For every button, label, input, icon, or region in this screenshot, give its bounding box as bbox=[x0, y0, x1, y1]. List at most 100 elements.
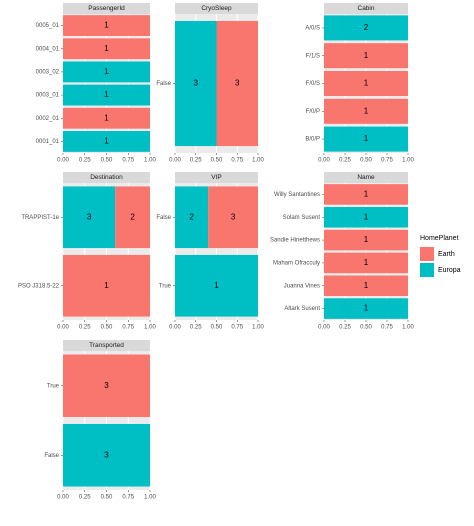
strip bbox=[324, 3, 408, 14]
bar-segment bbox=[63, 354, 150, 418]
legend-label: Earth bbox=[438, 251, 455, 258]
bar-segment bbox=[324, 126, 408, 152]
x-tick-label: 1.00 bbox=[144, 325, 156, 331]
data-label: 1 bbox=[364, 106, 369, 115]
bar-segment bbox=[324, 229, 408, 251]
bar-segment bbox=[324, 275, 408, 297]
bar-segment bbox=[115, 186, 150, 249]
data-label: 3 bbox=[87, 212, 92, 221]
panel-title: PassengerId bbox=[88, 5, 125, 12]
y-tick-label: 0001_01 bbox=[36, 139, 60, 145]
data-label: 1 bbox=[364, 51, 369, 60]
bar-segment bbox=[324, 70, 408, 97]
y-tick-label: F/1/S bbox=[306, 53, 320, 59]
x-tick-label: 0.25 bbox=[190, 325, 202, 331]
data-label: 1 bbox=[364, 212, 369, 221]
y-tick-label: PSO J318.5-22 bbox=[18, 283, 60, 289]
x-tick-label: 0.25 bbox=[190, 158, 202, 164]
y-tick-label: F/0/P bbox=[306, 109, 320, 115]
strip bbox=[324, 172, 408, 183]
x-tick-label: 1.00 bbox=[402, 325, 414, 331]
x-tick-label: 0.75 bbox=[122, 158, 134, 164]
y-tick-label: Maham Ofracculy bbox=[273, 260, 320, 266]
data-label: 3 bbox=[194, 79, 199, 88]
x-tick-label: 0.75 bbox=[231, 158, 243, 164]
x-tick-label: 0.25 bbox=[79, 158, 91, 164]
data-label: 1 bbox=[104, 137, 109, 146]
y-tick-label: True bbox=[47, 383, 60, 389]
y-tick-label: F/0/S bbox=[306, 81, 320, 87]
bar-segment bbox=[208, 186, 258, 249]
x-tick-label: 0.00 bbox=[318, 158, 330, 164]
data-label: 1 bbox=[364, 134, 369, 143]
legend-key bbox=[420, 263, 434, 277]
bar-segment bbox=[324, 98, 408, 124]
x-tick-label: 0.50 bbox=[360, 325, 372, 331]
data-label: 1 bbox=[104, 67, 109, 76]
panel-title: VIP bbox=[211, 174, 221, 181]
strip bbox=[63, 340, 150, 351]
data-label: 1 bbox=[104, 90, 109, 99]
y-tick-label: 0002_01 bbox=[36, 116, 60, 122]
y-tick-label: Altark Susent bbox=[284, 306, 320, 312]
y-tick-label: TRAPPIST-1e bbox=[21, 215, 59, 221]
x-tick-label: 1.00 bbox=[144, 158, 156, 164]
bar-segment bbox=[324, 252, 408, 274]
y-tick-label: 0003_01 bbox=[36, 93, 60, 99]
y-tick-label: Willy Santantines bbox=[274, 192, 320, 198]
x-tick-label: 0.75 bbox=[231, 325, 243, 331]
x-tick-label: 0.75 bbox=[122, 325, 134, 331]
bar-segment bbox=[63, 186, 116, 249]
x-tick-label: 0.00 bbox=[57, 495, 69, 501]
x-tick-label: 0.75 bbox=[381, 325, 393, 331]
legend-label: Europa bbox=[438, 267, 461, 274]
y-tick-label: False bbox=[156, 81, 171, 87]
x-tick-label: 0.00 bbox=[318, 325, 330, 331]
x-tick-label: 0.50 bbox=[101, 325, 113, 331]
legend-key bbox=[420, 247, 434, 261]
data-label: 1 bbox=[364, 258, 369, 267]
x-tick-label: 0.50 bbox=[211, 158, 223, 164]
data-label: 1 bbox=[104, 21, 109, 30]
bar-segment bbox=[324, 184, 408, 205]
data-label: 1 bbox=[104, 113, 109, 122]
y-tick-label: 0005_01 bbox=[36, 23, 60, 29]
x-tick-label: 0.00 bbox=[169, 158, 181, 164]
bar-segment bbox=[216, 20, 258, 147]
panel-title: Transported bbox=[89, 342, 124, 349]
bar-segment bbox=[63, 61, 150, 83]
bar-segment bbox=[324, 43, 408, 69]
y-tick-label: False bbox=[44, 453, 59, 459]
data-label: 1 bbox=[364, 304, 369, 313]
bar-segment bbox=[175, 186, 209, 249]
panel-title: Name bbox=[357, 174, 375, 181]
y-tick-label: Juanna Vines bbox=[284, 283, 320, 289]
strip bbox=[63, 3, 150, 14]
data-label: 1 bbox=[364, 79, 369, 88]
y-tick-label: B/0/P bbox=[305, 137, 320, 143]
data-label: 1 bbox=[104, 44, 109, 53]
data-label: 1 bbox=[104, 281, 109, 290]
x-tick-label: 0.50 bbox=[360, 158, 372, 164]
strip bbox=[175, 172, 258, 183]
y-tick-label: Solam Susent bbox=[283, 215, 321, 221]
x-tick-label: 0.75 bbox=[122, 495, 134, 501]
x-tick-label: 0.75 bbox=[381, 158, 393, 164]
y-tick-label: True bbox=[159, 283, 172, 289]
data-label: 3 bbox=[104, 381, 109, 390]
data-label: 2 bbox=[130, 212, 135, 221]
bar-segment bbox=[324, 15, 408, 41]
y-tick-label: False bbox=[156, 215, 171, 221]
x-tick-label: 0.50 bbox=[101, 158, 113, 164]
x-tick-label: 1.00 bbox=[144, 495, 156, 501]
y-tick-label: 0004_01 bbox=[36, 46, 60, 52]
data-label: 1 bbox=[364, 235, 369, 244]
data-label: 1 bbox=[364, 281, 369, 290]
bar-segment bbox=[63, 84, 150, 106]
data-label: 3 bbox=[104, 450, 109, 459]
x-tick-label: 0.00 bbox=[57, 325, 69, 331]
x-tick-label: 0.25 bbox=[339, 325, 351, 331]
x-tick-label: 1.00 bbox=[252, 158, 264, 164]
legend-title: HomePlanet bbox=[420, 235, 459, 242]
